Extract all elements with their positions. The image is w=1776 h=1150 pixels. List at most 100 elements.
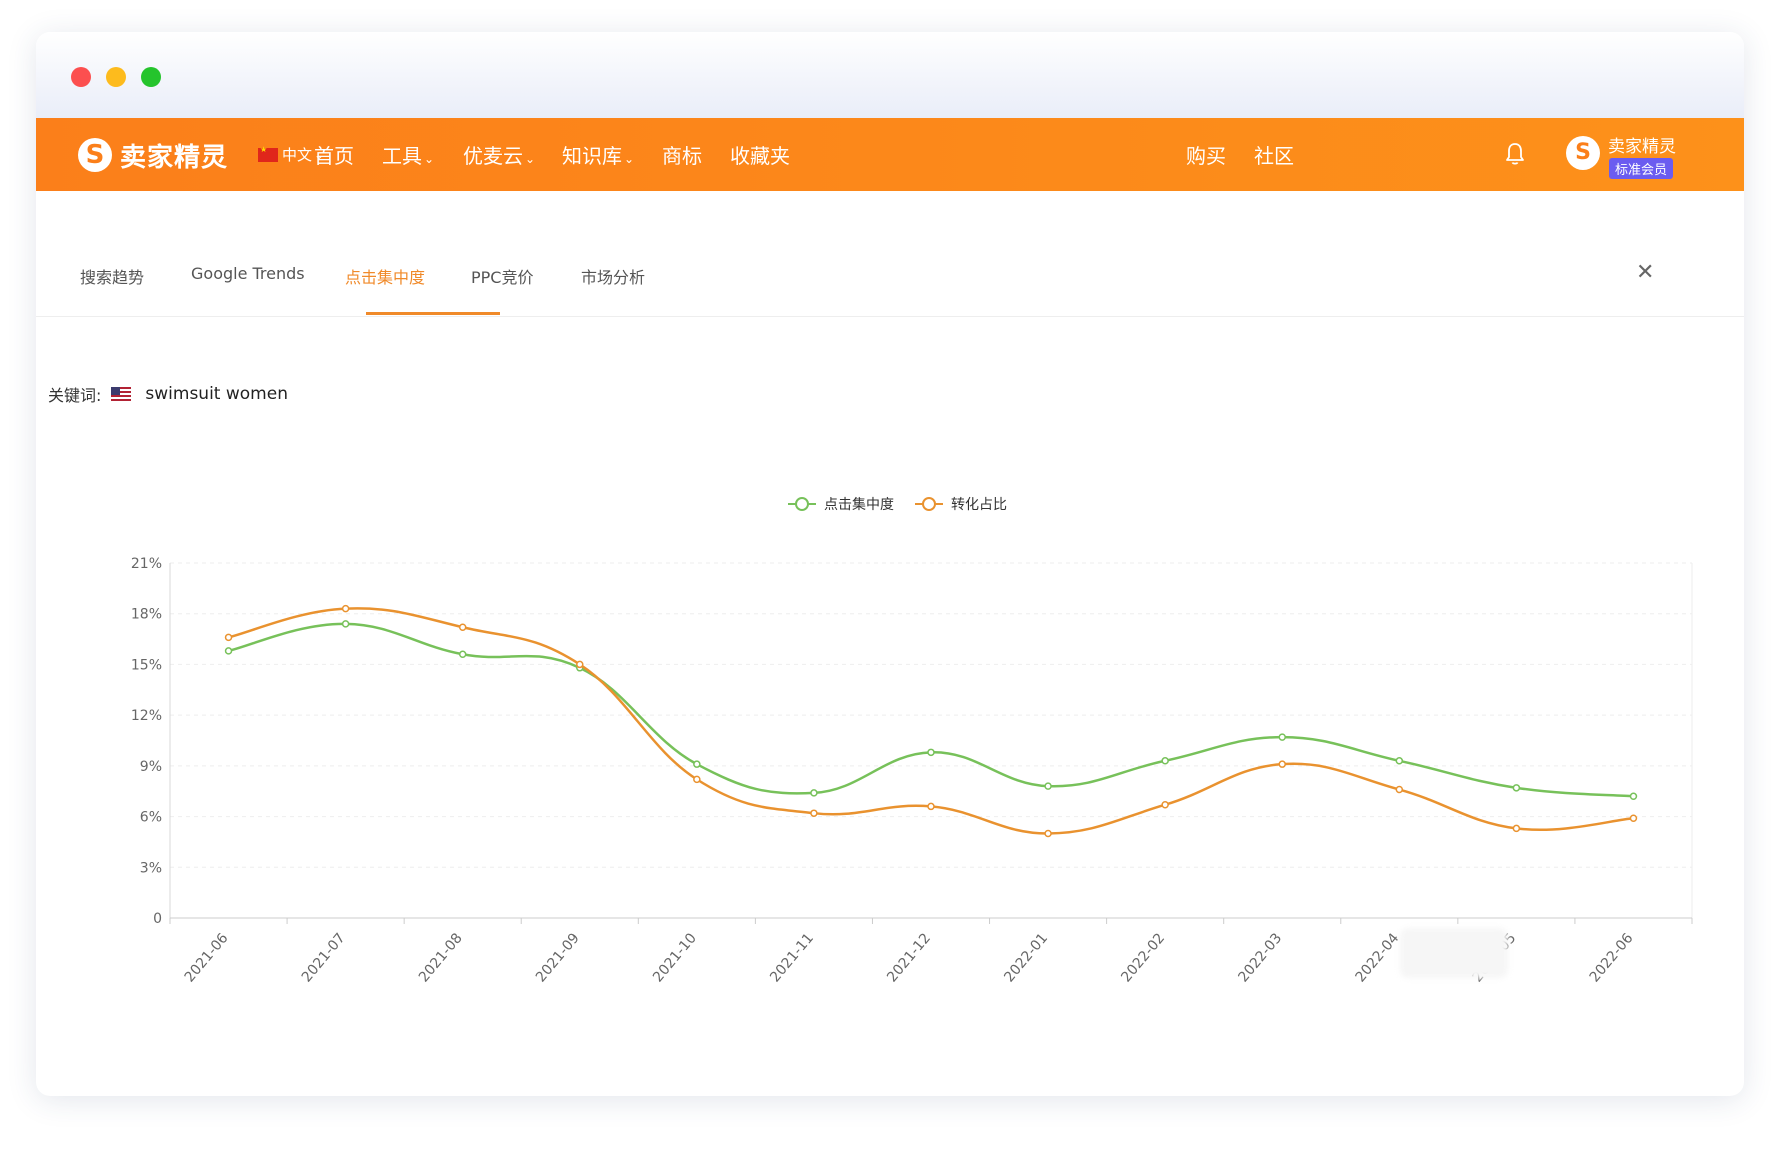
y-tick-label: 18% bbox=[131, 607, 162, 623]
close-icon[interactable]: ✕ bbox=[1636, 260, 1655, 285]
nav-item-trademark[interactable]: 商标 bbox=[662, 140, 702, 169]
y-tick-label: 12% bbox=[131, 708, 162, 724]
y-tick-label: 15% bbox=[131, 657, 162, 673]
user-avatar[interactable]: S bbox=[1566, 136, 1600, 170]
keyword-label: 关键词: bbox=[48, 386, 102, 405]
data-point bbox=[1278, 760, 1286, 768]
nav-item-knowledge-base[interactable]: 知识库 ⌄ bbox=[562, 140, 634, 169]
series-line-1 bbox=[228, 607, 1634, 835]
x-tick-label: 2021-06 bbox=[182, 930, 232, 985]
analysis-tabs: 搜索趋势 Google Trends 点击集中度 PPC竞价 市场分析 ✕ bbox=[36, 258, 1744, 317]
china-flag-icon bbox=[258, 145, 278, 162]
x-tick-label: 2021-12 bbox=[884, 930, 934, 985]
tab-ppc-bid[interactable]: PPC竞价 bbox=[471, 268, 534, 287]
data-point bbox=[693, 760, 701, 768]
data-point bbox=[1395, 785, 1404, 794]
data-point bbox=[1278, 733, 1286, 741]
data-point bbox=[1044, 782, 1052, 790]
maximize-window-button[interactable] bbox=[141, 67, 161, 87]
minimize-window-button[interactable] bbox=[106, 67, 126, 87]
bell-icon[interactable] bbox=[1505, 142, 1525, 166]
data-point bbox=[458, 623, 467, 631]
data-point bbox=[1512, 784, 1521, 792]
data-point bbox=[927, 748, 935, 757]
y-tick-label: 9% bbox=[140, 759, 162, 775]
logo-mark: S bbox=[78, 138, 112, 172]
y-tick-label: 0 bbox=[153, 911, 162, 927]
legend-label: 点击集中度 bbox=[824, 496, 894, 513]
x-tick-label: 2021-09 bbox=[533, 930, 583, 985]
top-navbar: S 卖家精灵 中文 ⌄ 首页 工具⌄ 优麦云⌄ 知识库⌄ 商标 收藏夹 购买 bbox=[36, 118, 1744, 191]
site-logo[interactable]: S 卖家精灵 bbox=[78, 136, 228, 174]
tab-search-trend[interactable]: 搜索趋势 bbox=[80, 268, 145, 287]
data-point bbox=[341, 620, 350, 628]
nav-item-label: 优麦云 bbox=[463, 144, 523, 168]
y-tick-label: 3% bbox=[140, 860, 162, 876]
data-point bbox=[224, 647, 233, 655]
nav-item-buy[interactable]: 购买 bbox=[1186, 140, 1226, 169]
series-line-0 bbox=[228, 622, 1634, 798]
chevron-down-icon: ⌄ bbox=[314, 147, 325, 162]
close-window-button[interactable] bbox=[71, 67, 91, 87]
x-tick-label: 2022-03 bbox=[1235, 930, 1285, 985]
nav-item-favorites[interactable]: 收藏夹 bbox=[730, 140, 790, 169]
x-tick-label: 2021-08 bbox=[416, 930, 466, 985]
nav-item-label: 知识库 bbox=[562, 144, 622, 168]
nav-item-label: 首页 bbox=[314, 144, 354, 168]
tab-google-trends[interactable]: Google Trends bbox=[191, 264, 305, 283]
browser-window: S 卖家精灵 中文 ⌄ 首页 工具⌄ 优麦云⌄ 知识库⌄ 商标 收藏夹 购买 bbox=[36, 32, 1744, 1096]
data-point bbox=[341, 604, 350, 613]
us-flag-icon bbox=[111, 387, 132, 401]
nav-item-label: 社区 bbox=[1254, 144, 1294, 168]
tab-market-analysis[interactable]: 市场分析 bbox=[581, 268, 646, 287]
x-tick-label: 2021-11 bbox=[767, 930, 817, 985]
nav-item-youmaiyun[interactable]: 优麦云 ⌄ bbox=[463, 140, 535, 169]
keyword-row: 关键词: swimsuit women bbox=[48, 382, 288, 406]
nav-item-label: 商标 bbox=[662, 144, 702, 168]
data-point bbox=[1161, 800, 1169, 809]
nav-item-label: 购买 bbox=[1186, 144, 1226, 168]
legend-marker bbox=[922, 497, 936, 511]
y-tick-label: 21% bbox=[131, 556, 162, 572]
nav-item-label: 工具 bbox=[382, 144, 422, 168]
chevron-down-icon: ⌄ bbox=[424, 152, 435, 166]
language-selector[interactable]: 中文 ⌄ bbox=[258, 144, 324, 165]
data-point bbox=[1512, 824, 1521, 833]
nav-item-home[interactable]: 首页 bbox=[314, 140, 354, 169]
member-badge: 标准会员 bbox=[1609, 158, 1674, 179]
data-point bbox=[693, 775, 701, 784]
nav-item-community[interactable]: 社区 bbox=[1254, 140, 1294, 169]
data-point bbox=[810, 789, 818, 797]
user-name[interactable]: 卖家精灵 bbox=[1608, 137, 1676, 157]
data-point bbox=[1395, 757, 1404, 765]
data-point bbox=[576, 660, 584, 669]
blurred-widget bbox=[1400, 928, 1508, 978]
chevron-down-icon: ⌄ bbox=[525, 152, 536, 166]
data-point bbox=[1161, 757, 1169, 765]
x-tick-label: 2022-01 bbox=[1001, 930, 1051, 985]
y-tick-label: 6% bbox=[140, 810, 162, 826]
data-point bbox=[1629, 814, 1638, 823]
data-point bbox=[927, 802, 935, 811]
legend-marker bbox=[795, 497, 809, 511]
legend-label: 转化占比 bbox=[951, 497, 1007, 513]
x-tick-label: 2022-04 bbox=[1353, 930, 1403, 985]
x-tick-label: 2022-06 bbox=[1587, 930, 1637, 985]
data-point bbox=[1629, 792, 1638, 801]
tab-click-concentration[interactable]: 点击集中度 bbox=[345, 268, 426, 287]
data-point bbox=[224, 633, 233, 642]
logo-text: 卖家精灵 bbox=[120, 142, 229, 173]
x-tick-label: 2022-02 bbox=[1118, 930, 1168, 985]
x-tick-label: 2021-10 bbox=[650, 930, 700, 985]
data-point bbox=[1044, 829, 1052, 838]
keyword-value: swimsuit women bbox=[145, 384, 288, 404]
window-titlebar bbox=[36, 32, 1744, 118]
language-label: 中文 bbox=[282, 146, 313, 164]
nav-item-label: 收藏夹 bbox=[730, 144, 790, 168]
chevron-down-icon: ⌄ bbox=[624, 152, 635, 166]
active-tab-indicator bbox=[366, 312, 500, 315]
nav-item-tools[interactable]: 工具 ⌄ bbox=[382, 140, 434, 169]
data-point bbox=[458, 650, 467, 659]
data-point bbox=[810, 809, 818, 817]
